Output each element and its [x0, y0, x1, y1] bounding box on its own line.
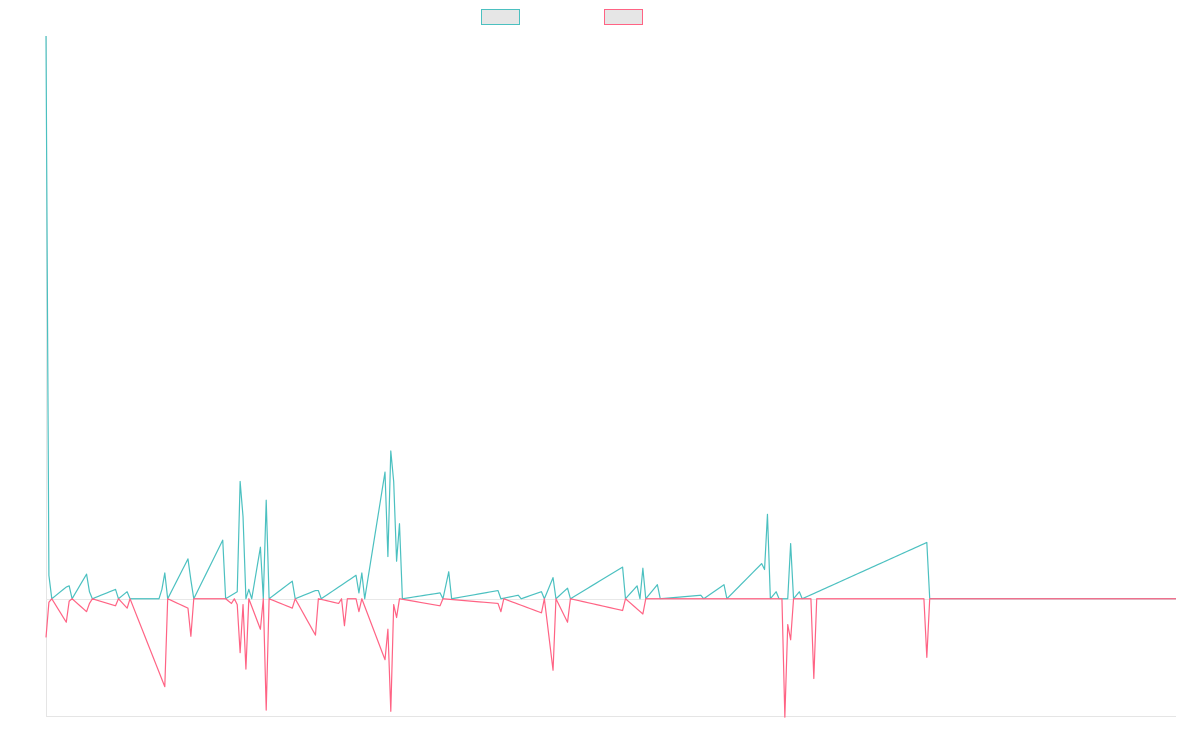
series-line-2	[45, 598, 1176, 718]
series-group	[45, 35, 1176, 718]
legend-swatch-series-b[interactable]	[604, 9, 643, 25]
series-line-1	[45, 35, 1176, 600]
legend-swatch-series-a[interactable]	[481, 9, 520, 25]
